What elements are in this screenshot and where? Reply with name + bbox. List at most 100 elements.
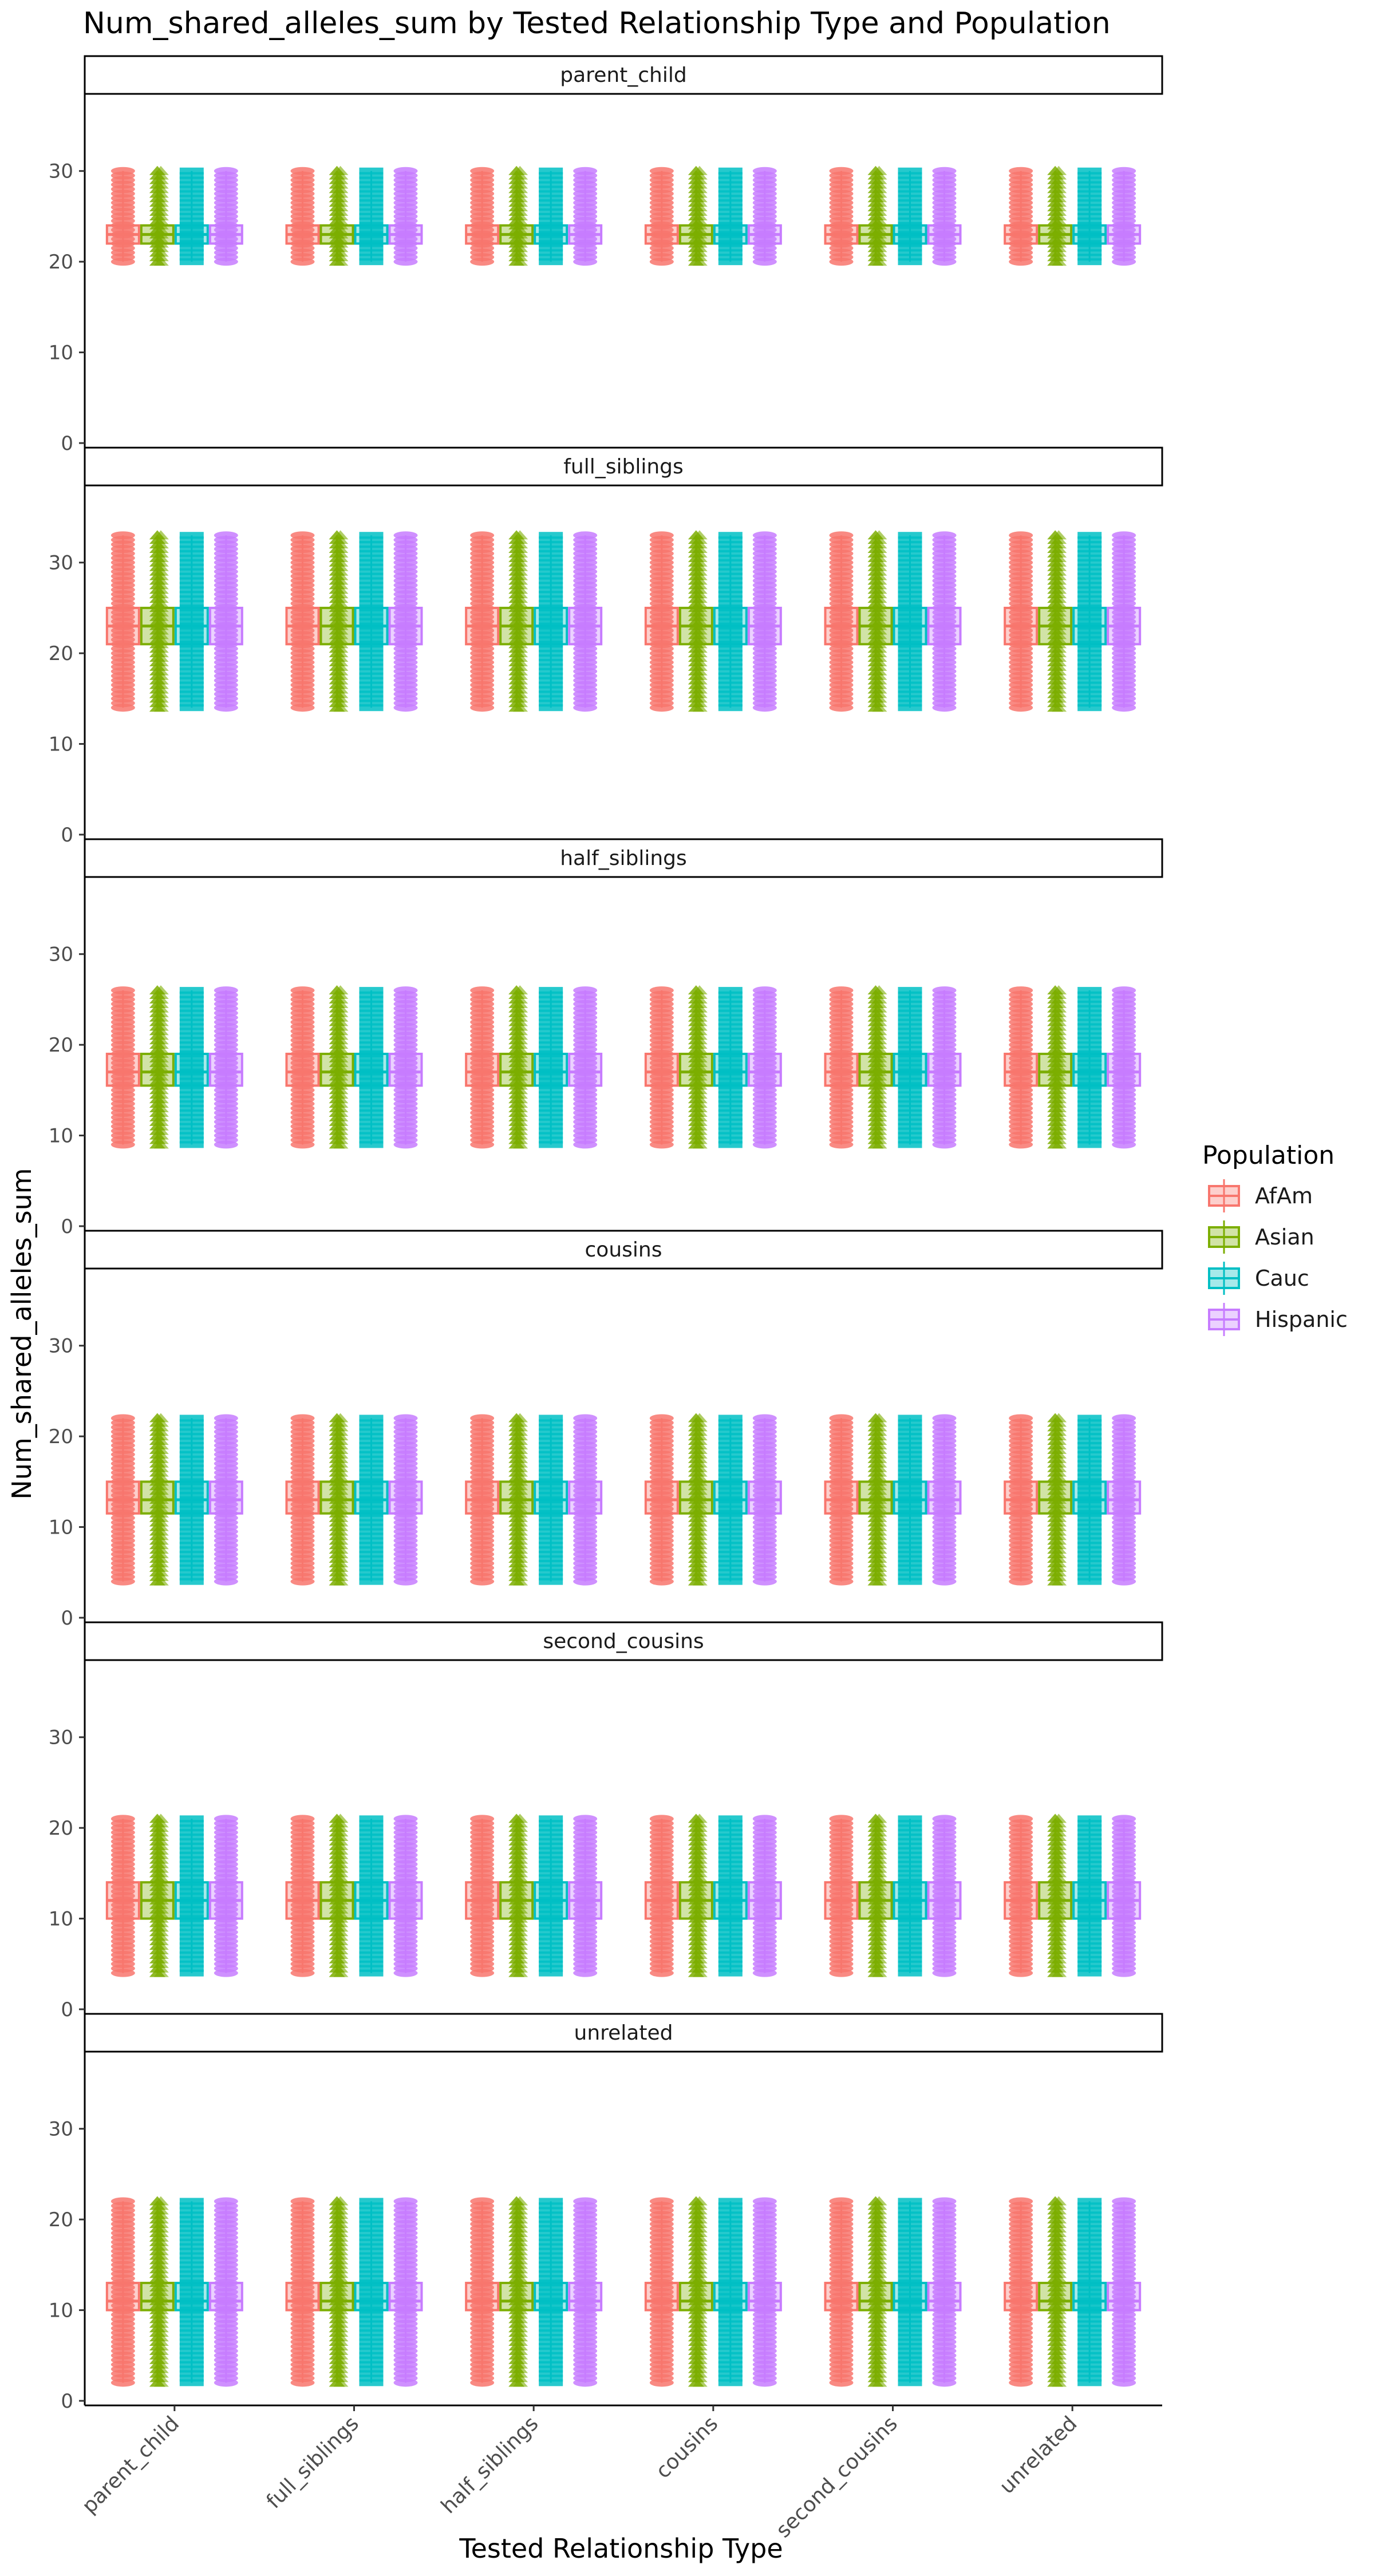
box-group — [568, 1414, 603, 1586]
box-iqr — [927, 1053, 962, 1087]
box-group — [534, 987, 568, 1148]
box-iqr — [465, 1480, 500, 1515]
y-tick-label: 30 — [49, 1335, 73, 1358]
y-tick-label: 20 — [49, 1425, 73, 1448]
box-iqr — [1038, 1480, 1073, 1515]
box-group — [319, 165, 354, 266]
box-iqr — [678, 1480, 713, 1515]
box-iqr — [140, 1053, 175, 1087]
box-group — [465, 1414, 500, 1586]
box-group — [713, 167, 748, 266]
box-group — [824, 986, 859, 1149]
box-group — [140, 1814, 175, 1977]
box-group — [1038, 1413, 1073, 1586]
box-group — [465, 1815, 500, 1977]
box-iqr — [893, 1053, 927, 1087]
box-iqr — [319, 1053, 354, 1087]
box-iqr — [747, 1053, 782, 1087]
box-group — [285, 1414, 320, 1586]
box-group — [1004, 531, 1039, 712]
box-group — [534, 1415, 568, 1585]
y-tick-label: 30 — [49, 552, 73, 575]
box-group — [140, 165, 175, 266]
box-iqr — [893, 1480, 927, 1515]
box-group — [534, 532, 568, 712]
box-iqr — [1107, 1480, 1142, 1515]
box-group — [534, 167, 568, 266]
box-group — [285, 167, 320, 266]
box-group — [747, 531, 782, 712]
box-iqr — [644, 1053, 679, 1087]
box-group — [465, 167, 500, 266]
box-group — [499, 530, 534, 712]
box-iqr — [285, 1053, 320, 1087]
box-group — [534, 1815, 568, 1977]
box-group — [644, 531, 679, 712]
box-group — [499, 1413, 534, 1586]
box-group — [140, 1413, 175, 1586]
box-group — [893, 532, 927, 712]
box-group — [678, 530, 713, 712]
box-iqr — [105, 1053, 140, 1087]
box-group — [354, 532, 389, 712]
box-iqr — [1004, 1053, 1039, 1087]
y-tick-label: 20 — [49, 642, 73, 665]
box-group — [1107, 986, 1142, 1149]
chart-title: Num_shared_alleles_sum by Tested Relatio… — [83, 6, 1111, 41]
y-tick-label: 0 — [61, 432, 73, 455]
y-tick-label: 10 — [49, 1908, 73, 1931]
box-group — [858, 1413, 893, 1586]
box-group — [388, 1815, 423, 1977]
box-group — [174, 1415, 209, 1585]
y-tick-label: 20 — [49, 1034, 73, 1057]
box-group — [499, 165, 534, 266]
box-group — [388, 167, 423, 266]
box-group — [174, 1815, 209, 1977]
facet-panels: parent_child0102030full_siblings0102030h… — [49, 55, 1163, 2413]
box-group — [824, 531, 859, 712]
box-group — [713, 987, 748, 1148]
box-iqr — [174, 1480, 209, 1515]
box-iqr — [858, 1480, 893, 1515]
box-group — [174, 167, 209, 266]
box-group — [1072, 167, 1107, 266]
box-iqr — [678, 1053, 713, 1087]
y-tick-label: 30 — [49, 943, 73, 966]
box-group — [174, 532, 209, 712]
box-group — [1107, 1414, 1142, 1586]
box-iqr — [1107, 1053, 1142, 1087]
box-group — [208, 1414, 243, 1586]
box-iqr — [1004, 1480, 1039, 1515]
box-group — [824, 1414, 859, 1586]
y-tick-label: 30 — [49, 1726, 73, 1749]
box-group — [644, 167, 679, 266]
box-group — [499, 1814, 534, 1977]
box-group — [644, 1815, 679, 1977]
box-group — [824, 167, 859, 266]
box-iqr — [1072, 1053, 1107, 1087]
box-iqr — [927, 1480, 962, 1515]
y-tick-label: 10 — [49, 1516, 73, 1539]
y-tick-label: 10 — [49, 342, 73, 365]
box-iqr — [140, 1480, 175, 1515]
box-group — [208, 167, 243, 266]
box-group — [465, 531, 500, 712]
box-group — [893, 987, 927, 1148]
box-group — [1072, 1415, 1107, 1585]
box-iqr — [499, 1053, 534, 1087]
box-iqr — [1038, 1053, 1073, 1087]
box-iqr — [568, 1053, 603, 1087]
box-group — [208, 1815, 243, 1977]
box-group — [105, 1414, 140, 1586]
box-iqr — [534, 1480, 568, 1515]
box-group — [1072, 532, 1107, 712]
box-iqr — [319, 1480, 354, 1515]
box-group — [140, 530, 175, 712]
box-group — [105, 1815, 140, 1977]
box-iqr — [824, 1053, 859, 1087]
box-group — [927, 1414, 962, 1586]
box-group — [1107, 531, 1142, 712]
